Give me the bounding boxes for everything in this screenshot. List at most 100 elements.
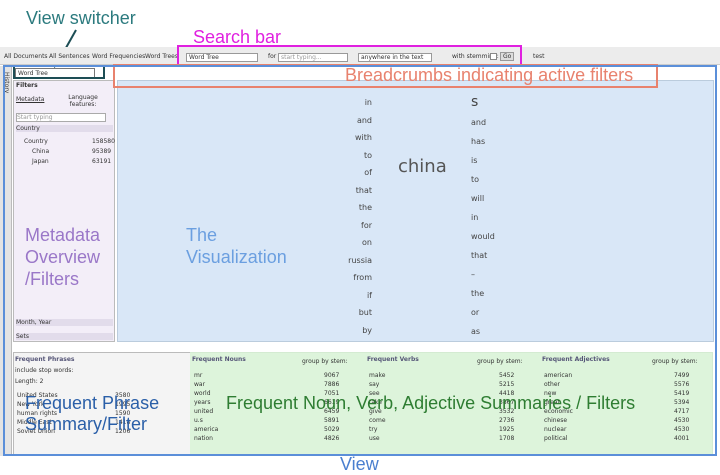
tree-word[interactable]: and [471,118,487,127]
row-term[interactable]: Middle East [17,419,52,426]
row-term[interactable]: economic [544,408,573,415]
row-count: 7886 [324,381,340,388]
tree-word[interactable]: russia [348,255,372,265]
tree-word[interactable]: to [363,150,372,160]
row-term[interactable]: use [369,435,380,442]
tree-word[interactable]: but [358,308,372,317]
row-term[interactable]: new [544,390,557,397]
go-button[interactable]: Go [500,52,515,61]
row-count: 1418 [115,419,131,426]
row-count: 3532 [499,408,515,415]
row-term[interactable]: nuclear [544,426,567,433]
row-term[interactable]: other [544,381,560,388]
sidebar [13,80,115,342]
tree-word[interactable]: in [471,213,479,222]
row-term[interactable]: see [369,390,380,397]
row-term[interactable]: come [369,417,386,424]
annotation-pos: Frequent Noun, Verb, Adjective Summaries… [226,393,636,413]
tree-item[interactable]: Country [24,138,48,145]
panel-option[interactable]: Length: 2 [15,378,44,385]
language-tab[interactable]: Language features: [68,94,98,108]
row-term[interactable]: america [194,426,219,433]
scope-select[interactable]: anywhere in the text [358,53,432,62]
annotation-phrase: Summary/Filter [25,414,148,434]
panel-option[interactable]: include stop words: [15,367,74,374]
row-count: 3580 [115,392,131,399]
row-term[interactable]: world [194,390,211,397]
query-input[interactable]: start typing... [278,53,348,62]
row-term[interactable]: New York [17,401,45,408]
row-count: 5215 [499,381,515,388]
row-term[interactable]: american [544,372,573,379]
panel-title: Frequent Phrases [15,356,75,363]
tree-word[interactable]: with [355,133,372,142]
row-term[interactable]: u.s [194,417,203,424]
row-count: 1925 [499,426,515,433]
row-term[interactable]: chinese [544,417,568,424]
annotation-breadcrumbs: Breadcrumbs indicating active filters [345,65,634,85]
tab[interactable]: All Documents [4,53,48,60]
test-link[interactable]: test [533,53,545,60]
annotation-visualization: The [186,225,218,245]
tree-word[interactable]: that [471,251,488,260]
group-by-stem[interactable]: group by stem: [302,358,348,365]
tree-word[interactable]: has [471,137,486,146]
tree-root[interactable]: china [398,156,447,177]
row-term[interactable]: make [369,372,386,379]
row-term[interactable]: united [194,408,214,415]
tree-word[interactable]: is [471,156,478,165]
row-term[interactable]: great [544,399,560,406]
row-count: 6619 [324,399,340,406]
row-term[interactable]: Soviet Union [17,428,55,435]
tree-word[interactable]: for [361,220,372,230]
tree-item[interactable]: China [32,148,50,155]
row-term[interactable]: years [194,399,211,406]
tree-word[interactable]: of [364,168,372,177]
group-by-stem[interactable]: group by stem: [652,358,698,365]
tab[interactable]: Word Trees [145,53,178,60]
tree-word[interactable]: as [471,327,481,336]
panel-title: Frequent Adjectives [542,356,610,363]
filter-search[interactable]: Start typing [16,113,106,122]
tree-word[interactable]: s [471,94,479,110]
tree-word[interactable]: will [471,194,485,203]
row-term[interactable]: political [544,435,568,442]
tree-word[interactable]: to [471,175,480,184]
view-select[interactable]: Word Tree [186,53,258,62]
annotation-phrase: Frequent Phrase [25,393,160,413]
tree-word[interactable]: or [471,308,480,317]
tab[interactable]: Word Frequencies [92,53,146,60]
row-term[interactable]: United States [17,392,58,399]
tree-count: 63191 [92,158,112,165]
row-count: 4530 [674,417,690,424]
row-term[interactable]: war [194,381,206,388]
metadata-tab[interactable]: Metadata [16,96,45,103]
tab[interactable]: All Sentences [49,53,90,60]
row-term[interactable]: mr [194,372,203,379]
tree-word[interactable]: – [471,270,475,279]
tree-item[interactable]: Japan [32,158,49,165]
row-term[interactable]: take [369,399,382,406]
row-term[interactable]: try [369,426,378,433]
tree-count: 95389 [92,148,112,155]
tree-word[interactable]: and [356,115,372,125]
tree-word[interactable]: on [362,238,372,247]
tree-word[interactable]: from [353,273,372,282]
view-frame [3,65,717,456]
tree-word[interactable]: in [364,98,372,107]
row-term[interactable]: nation [194,435,213,442]
group-by-stem[interactable]: group by stem: [477,358,523,365]
tree-word[interactable]: the [471,289,485,298]
tree-word[interactable]: would [471,232,495,241]
row-count: 1206 [115,428,131,435]
tree-word[interactable]: if [366,290,372,300]
row-term[interactable]: human rights [17,410,58,417]
row-term[interactable]: say [369,381,380,388]
row-count: 2736 [499,417,515,424]
tree-word[interactable]: by [362,325,372,335]
row-count: 5576 [674,381,690,388]
tree-word[interactable]: that [355,185,372,195]
row-term[interactable]: give [369,408,382,415]
row-count: 5394 [674,399,690,406]
tree-word[interactable]: the [358,203,372,212]
